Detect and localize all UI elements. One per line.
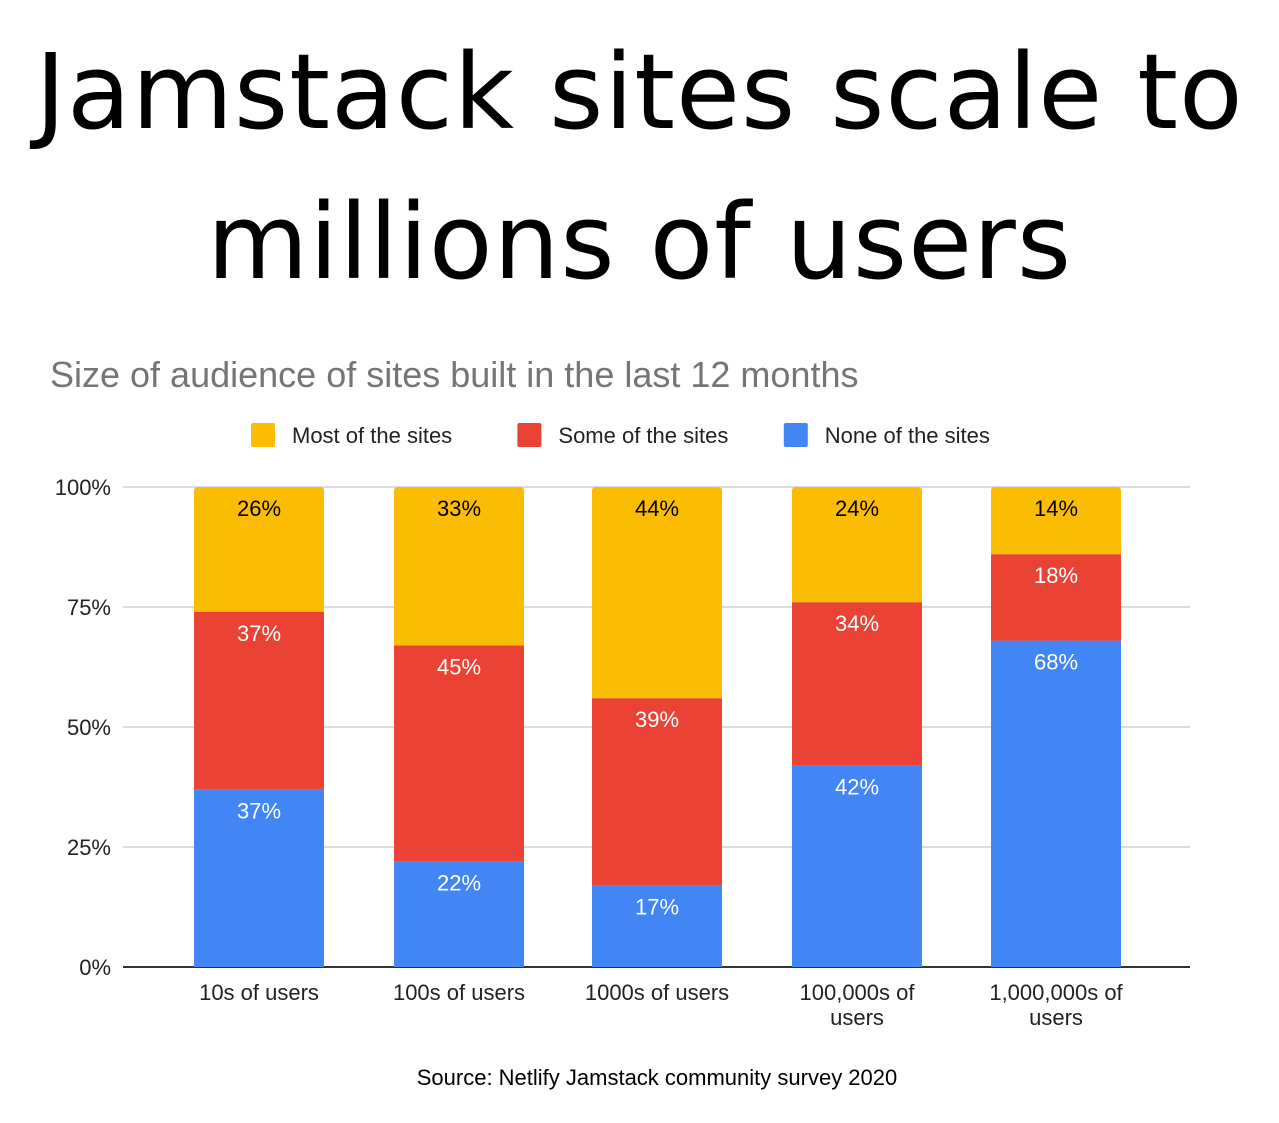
data-label: 37% xyxy=(237,621,281,646)
legend-swatch xyxy=(517,423,542,447)
bar-segment xyxy=(194,789,324,967)
data-label: 22% xyxy=(437,870,481,895)
bar-segment xyxy=(394,645,524,862)
chart-title: Size of audience of sites built in the l… xyxy=(50,354,858,395)
bar-segment xyxy=(592,885,722,967)
data-label: 14% xyxy=(1034,496,1078,521)
source-note: Source: Netlify Jamstack community surve… xyxy=(417,1065,898,1090)
legend-label: None of the sites xyxy=(825,423,990,448)
data-label: 33% xyxy=(437,496,481,521)
data-label: 24% xyxy=(835,496,879,521)
x-tick-label: users xyxy=(1029,1005,1083,1030)
legend-label: Most of the sites xyxy=(292,423,452,448)
legend-swatch xyxy=(783,423,808,447)
x-axis-labels: 10s of users 100s of users 1000s of users 1… xyxy=(199,980,1123,1030)
data-label: 34% xyxy=(835,611,879,636)
bar-segment xyxy=(792,602,922,766)
bar-segment xyxy=(592,487,722,699)
bar-segment xyxy=(991,487,1121,555)
legend-swatch xyxy=(251,423,275,447)
y-tick-label: 75% xyxy=(67,595,111,620)
data-label: 44% xyxy=(635,496,679,521)
x-tick-label: users xyxy=(830,1005,884,1030)
y-tick-label: 25% xyxy=(67,835,111,860)
bar-segment xyxy=(194,611,324,790)
x-tick-label: 1000s of users xyxy=(585,980,729,1005)
bar-segment xyxy=(792,765,922,967)
bar-segment xyxy=(792,487,922,603)
x-tick-label: 100,000s of xyxy=(800,980,916,1005)
bar-segment xyxy=(194,487,324,612)
x-tick-label: 10s of users xyxy=(199,980,319,1005)
bar-segment xyxy=(991,640,1121,967)
legend: Most of the sites Some of the sites None o… xyxy=(251,423,990,448)
y-tick-label: 0% xyxy=(79,955,111,980)
headline-line-1: Jamstack sites scale to xyxy=(35,31,1244,153)
bar-segment xyxy=(592,698,722,886)
data-label: 39% xyxy=(635,707,679,732)
y-tick-label: 100% xyxy=(55,475,111,500)
data-label: 68% xyxy=(1034,650,1078,675)
headline-line-2: millions of users xyxy=(207,181,1072,303)
data-label: 42% xyxy=(835,774,879,799)
bar-segment xyxy=(991,554,1121,641)
legend-label: Some of the sites xyxy=(558,423,728,448)
data-label: 17% xyxy=(635,894,679,919)
y-tick-label: 50% xyxy=(67,715,111,740)
bars: 37% 37% 26% 22% 45% 33% 17% 39% 44% 42% 34% 24% 68% 1… xyxy=(194,487,1121,967)
data-label: 26% xyxy=(237,496,281,521)
data-label: 37% xyxy=(237,798,281,823)
data-label: 18% xyxy=(1034,563,1078,588)
data-label: 45% xyxy=(437,654,481,679)
bar-segment xyxy=(394,861,524,967)
x-tick-label: 1,000,000s of xyxy=(989,980,1123,1005)
bar-segment xyxy=(394,487,524,646)
x-tick-label: 100s of users xyxy=(393,980,525,1005)
